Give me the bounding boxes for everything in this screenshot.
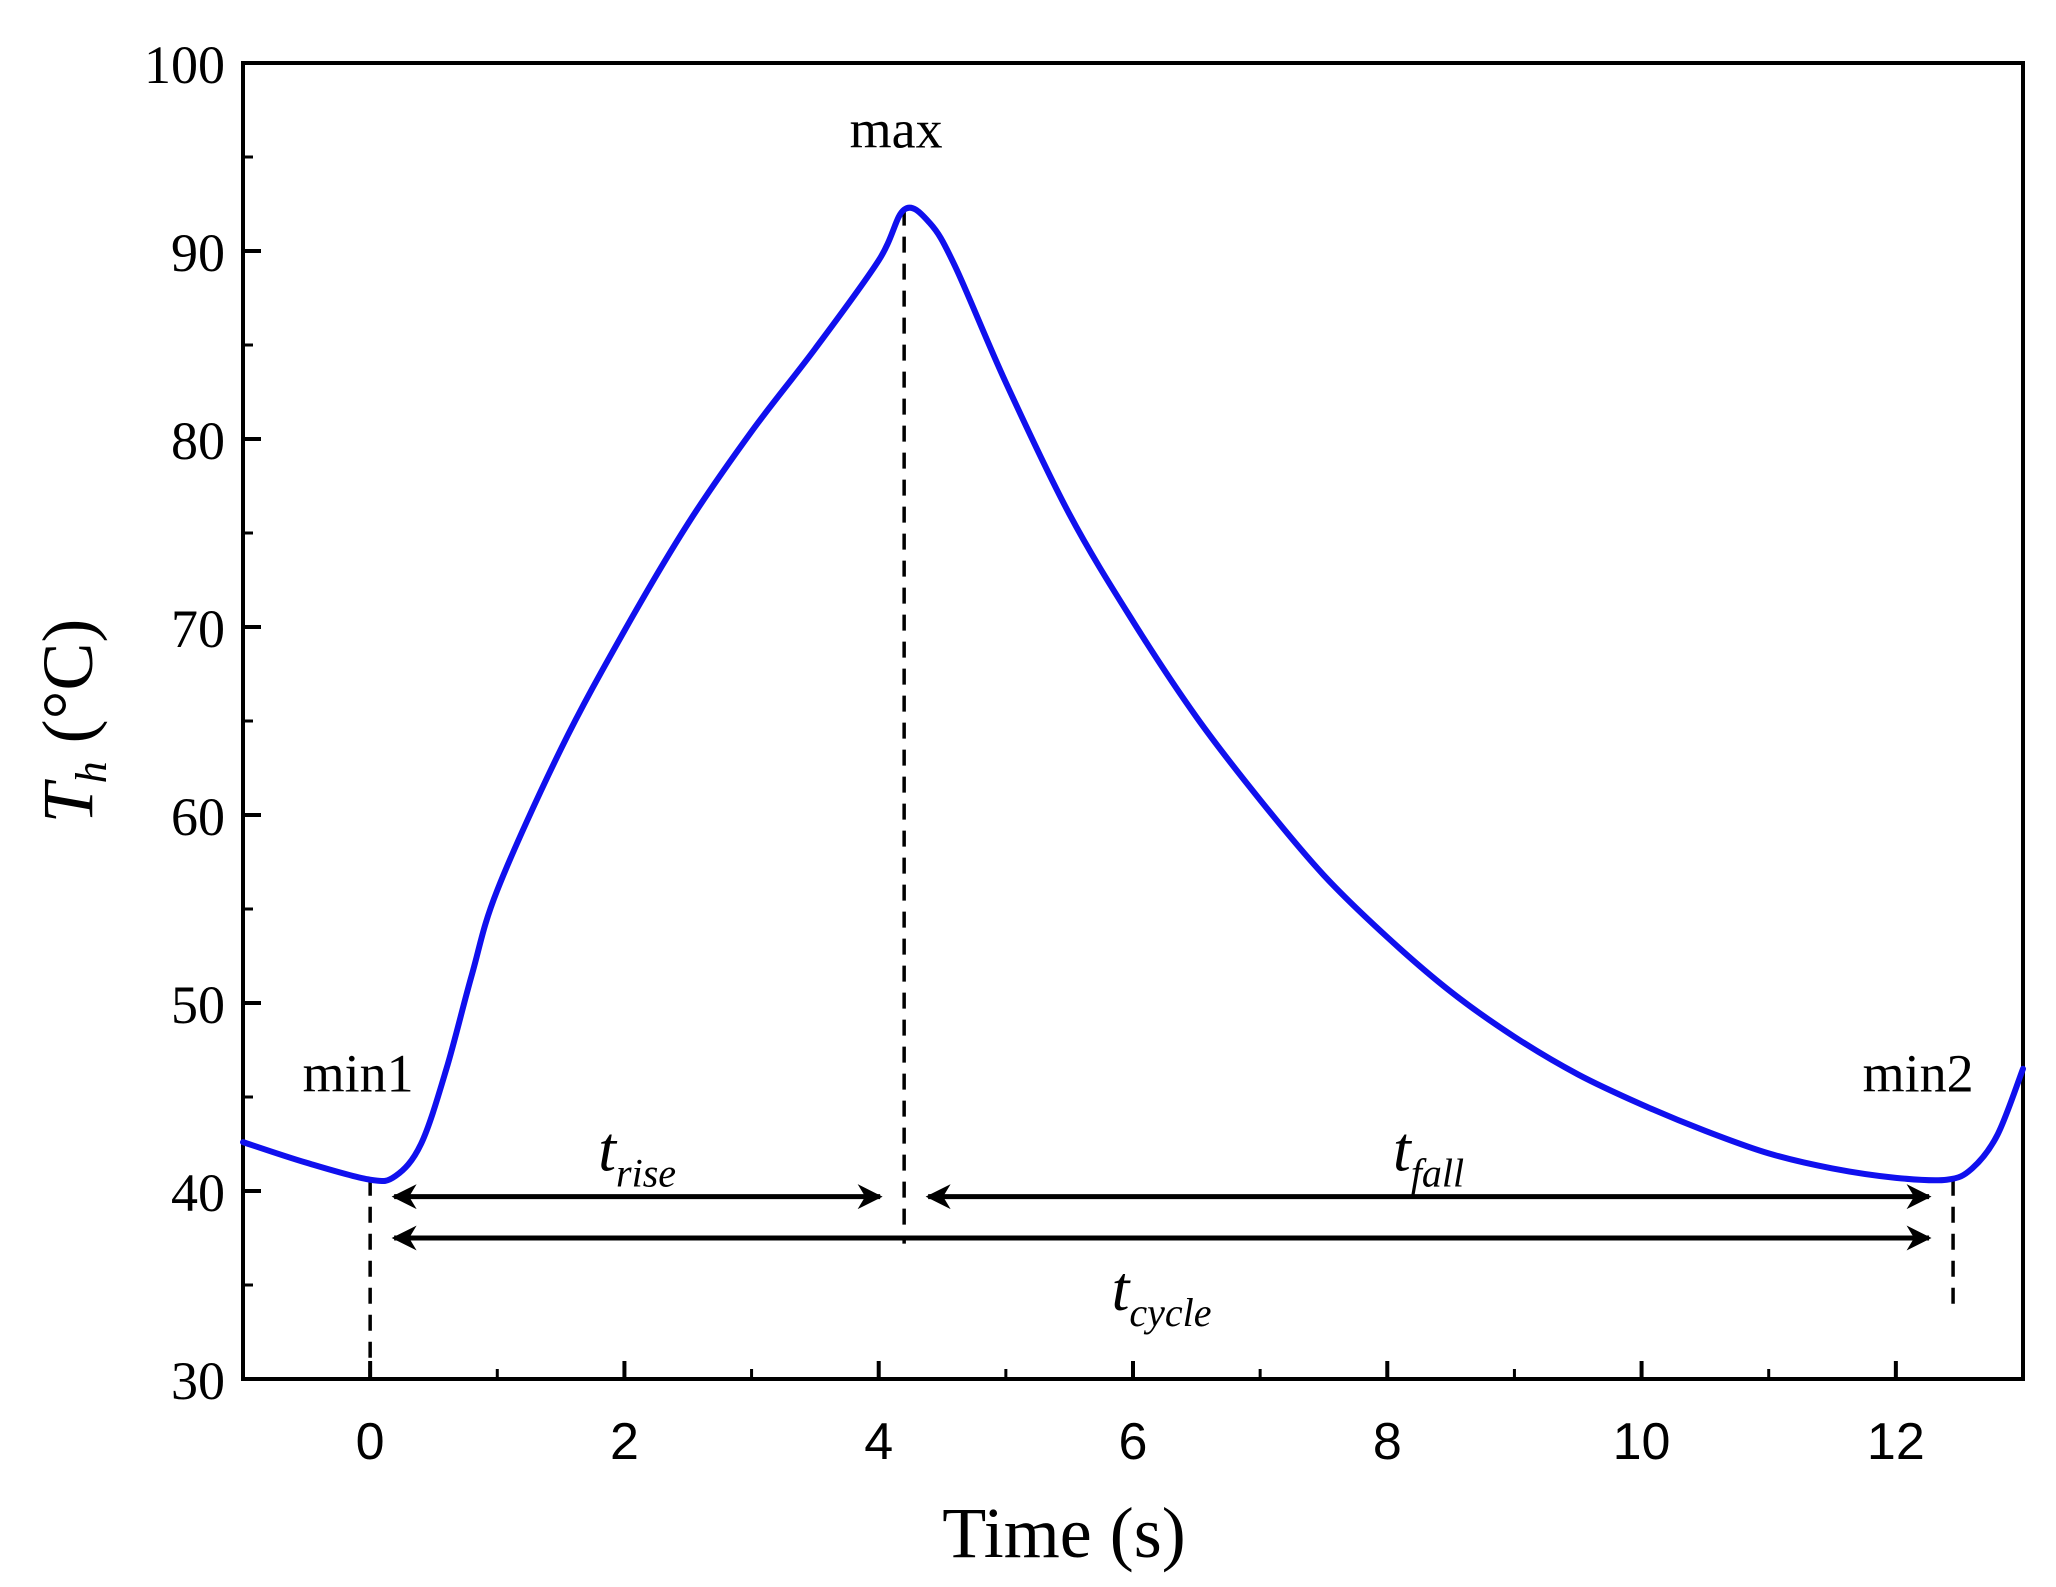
x-tick-label: 2 bbox=[610, 1413, 639, 1471]
y-tick-label: 50 bbox=[171, 975, 225, 1035]
series-line-th bbox=[240, 204, 2026, 1185]
min2-label: min2 bbox=[1863, 1044, 1974, 1104]
y-tick-label: 80 bbox=[171, 411, 225, 471]
y-tick-label: 60 bbox=[171, 787, 225, 847]
y-axis-title-var: T bbox=[28, 778, 108, 823]
y-tick-label: 90 bbox=[171, 223, 225, 283]
y-axis-title: Th (°C) bbox=[28, 619, 116, 824]
x-tick-label: 10 bbox=[1613, 1413, 1671, 1471]
min1-label: min1 bbox=[303, 1044, 414, 1104]
interval-label-rise: trise bbox=[598, 1114, 676, 1196]
interval-label-fall: tfall bbox=[1393, 1114, 1464, 1196]
x-tick-label: 0 bbox=[356, 1413, 385, 1471]
x-tick-label: 8 bbox=[1373, 1413, 1402, 1471]
y-axis-title-sub: h bbox=[67, 761, 116, 783]
tick-layer: 0 2 4 6 8 10 12 30 40 50 60 70 80 90 100 bbox=[144, 35, 2025, 1471]
interval-label-var: t bbox=[1393, 1114, 1413, 1185]
interval-label-sub: fall bbox=[1411, 1151, 1464, 1196]
interval-label-sub: rise bbox=[616, 1151, 676, 1196]
svg-text:Th (°C): Th (°C) bbox=[28, 619, 116, 824]
y-tick-label: 30 bbox=[171, 1351, 225, 1411]
y-tick-label: 100 bbox=[144, 35, 225, 95]
plot-frame bbox=[241, 61, 2025, 1381]
y-tick-label: 70 bbox=[171, 599, 225, 659]
x-tick-label: 12 bbox=[1867, 1413, 1925, 1471]
interval-label-cycle: tcycle bbox=[1112, 1253, 1212, 1335]
interval-label-sub: cycle bbox=[1129, 1290, 1211, 1335]
guide-layer bbox=[368, 209, 1955, 1379]
max-label: max bbox=[850, 100, 943, 160]
y-axis-title-unit: (°C) bbox=[28, 619, 108, 762]
x-tick-label: 4 bbox=[864, 1413, 893, 1471]
x-axis-title: Time (s) bbox=[942, 1493, 1185, 1573]
y-tick-label: 40 bbox=[171, 1163, 225, 1223]
interval-label-var: t bbox=[1112, 1253, 1132, 1324]
interval-label-var: t bbox=[598, 1114, 618, 1185]
x-tick-label: 6 bbox=[1119, 1413, 1148, 1471]
